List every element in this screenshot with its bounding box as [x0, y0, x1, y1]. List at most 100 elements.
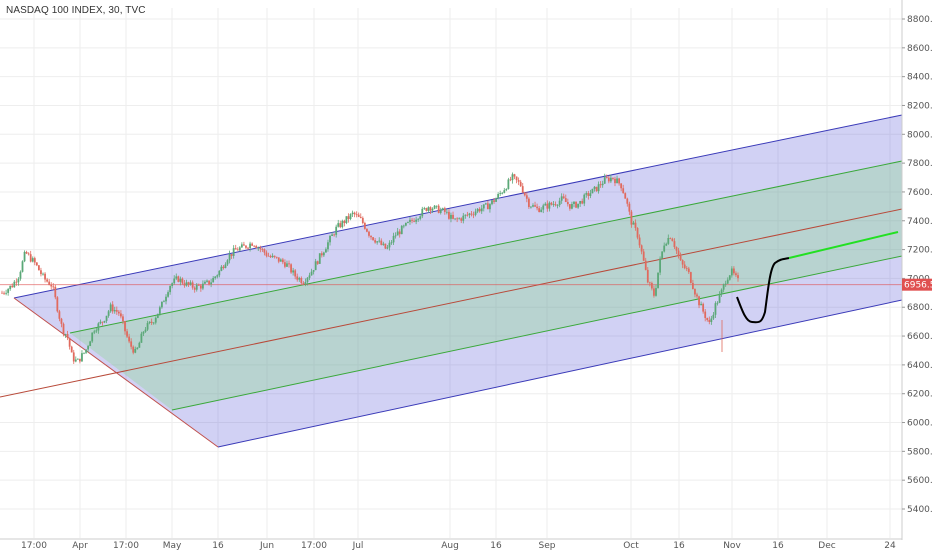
candle-body [128, 336, 131, 342]
candle-body [456, 218, 459, 220]
candle-body [105, 315, 108, 321]
candle-body [720, 289, 723, 295]
candle-body [470, 213, 473, 215]
candle-body [277, 257, 280, 262]
candle-body [44, 273, 46, 280]
candle-body [79, 358, 81, 362]
candle-body [111, 304, 114, 312]
candle-body [171, 283, 174, 287]
candle-body [482, 204, 485, 209]
candle-body [66, 334, 69, 338]
candle-body [189, 282, 192, 285]
candle-body [380, 240, 383, 245]
candle-body [458, 218, 461, 220]
candle-body [138, 342, 141, 348]
candle-body [35, 262, 38, 266]
candle-body [499, 193, 502, 194]
current-price-badge-bg [902, 278, 932, 291]
candle-body [17, 278, 20, 283]
candle-body [349, 214, 352, 220]
candle-body [76, 358, 79, 360]
candle-body [605, 177, 608, 178]
candle-body [97, 323, 100, 331]
candle-body [478, 208, 481, 212]
candle-body [87, 346, 90, 350]
candle-body [355, 214, 358, 216]
candle-body [245, 245, 247, 248]
candle-body [181, 278, 184, 284]
candle-body [667, 238, 670, 244]
candle-body [419, 216, 422, 219]
candle-body [495, 198, 497, 202]
time-axis-label: Oct [623, 541, 639, 550]
candle-body [279, 259, 282, 262]
candle-body [345, 216, 348, 224]
candle-body [558, 200, 561, 206]
candle-body [616, 178, 618, 184]
candle-body [454, 218, 456, 220]
candle-body [238, 247, 241, 251]
candle-body [42, 273, 44, 275]
candle-body [187, 282, 190, 285]
candle-body [126, 331, 128, 337]
price-axis-label: 8000.0 [907, 130, 932, 140]
inner-band [70, 161, 902, 410]
candle-body [437, 205, 440, 213]
candle-body [177, 276, 180, 282]
candle-body [609, 177, 612, 182]
candle-body [583, 194, 586, 204]
candle-body [56, 297, 59, 312]
pitchfork-inner-lower-line [171, 255, 903, 411]
candle-body [343, 220, 346, 224]
candle-body [224, 264, 227, 268]
candle-body [337, 223, 340, 227]
candle-body [290, 264, 292, 273]
candle-body [335, 226, 338, 235]
candle-body [530, 206, 532, 208]
candle-body [687, 268, 690, 273]
candle-body [421, 208, 424, 217]
candle-body [351, 212, 354, 215]
candle-body [206, 280, 208, 282]
candle-body [261, 249, 264, 250]
candle-body [554, 204, 557, 206]
candle-body [503, 190, 506, 193]
candle-body [31, 258, 34, 262]
candle-body [257, 247, 260, 249]
candle-body [696, 294, 698, 297]
candle-body [681, 260, 684, 265]
candle-body [48, 281, 51, 285]
candle-body [286, 263, 288, 267]
candle-body [83, 352, 85, 354]
candle-body [212, 277, 215, 283]
candle-body [240, 244, 243, 248]
candle-body [589, 193, 592, 196]
price-axis-label: 7200.0 [907, 246, 932, 256]
candle-body [325, 249, 327, 253]
candle-body [197, 284, 200, 286]
candle-body [521, 186, 524, 193]
candle-body [730, 268, 733, 276]
candle-body [308, 275, 311, 278]
candle-body [281, 259, 284, 263]
candle-body [269, 256, 272, 258]
candle-body [638, 237, 641, 246]
candle-body [474, 211, 477, 215]
candle-body [366, 228, 368, 232]
candle-body [691, 282, 694, 290]
candle-body [46, 279, 49, 282]
candle-body [472, 214, 475, 216]
candle-body [542, 205, 545, 210]
candle-body [376, 241, 379, 243]
candle-body [58, 311, 61, 319]
candle-body [392, 235, 395, 243]
candle-body [318, 253, 321, 264]
candle-body [407, 221, 409, 223]
candle-body [275, 256, 278, 258]
candle-body [329, 235, 331, 243]
candle-body [214, 276, 217, 278]
candle-body [136, 347, 139, 349]
candle-body [15, 281, 18, 283]
candle-body [199, 285, 202, 289]
candle-body [732, 268, 735, 274]
